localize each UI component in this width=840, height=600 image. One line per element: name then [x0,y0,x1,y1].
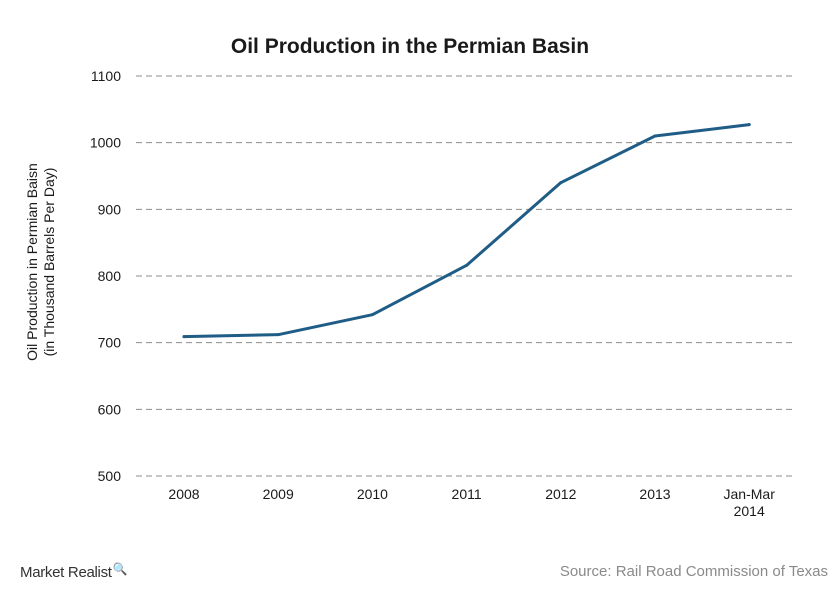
data-point [747,123,751,127]
magnifier-icon: 🔍 [112,562,128,576]
data-point [559,181,563,185]
source-note: Source: Rail Road Commission of Texas [559,563,828,580]
brand-name: Market Realist [20,564,112,581]
y-tick-label: 1100 [91,68,121,84]
series-group [182,123,751,339]
x-tick-label-line: 2008 [168,486,199,502]
data-point [653,134,657,138]
x-tick-label-line: 2010 [357,486,388,502]
x-tick-label-line: 2012 [545,486,576,502]
y-axis-ticks: 500 600 700 800 900 1000 1100 [90,68,121,484]
data-point [276,333,280,337]
y-axis-label: Oil Production in Permian Baisn (in Thou… [24,163,57,361]
x-tick-label: 2010 [357,486,388,502]
x-tick-label-line: 2009 [263,486,294,502]
x-tick-label-line: 2014 [734,503,765,519]
grid-lines [136,75,794,477]
series-line [182,123,751,339]
x-tick-label: 2009 [263,486,294,502]
x-tick-label: 2008 [168,486,199,502]
x-tick-label-line: 2013 [639,486,670,502]
x-tick-label: 2013 [639,486,670,502]
y-tick-label: 600 [98,401,122,417]
y-tick-label: 700 [98,335,122,351]
x-tick-label: 2012 [545,486,576,502]
brand-logo: Market Realist🔍 [20,562,128,581]
data-point [182,335,186,339]
y-axis-label-line-1: Oil Production in Permian Baisn [24,163,40,361]
data-point [465,263,469,267]
y-tick-label: 500 [98,468,122,484]
y-axis-label-line-2: (in Thousand Barrels Per Day) [41,168,57,357]
x-tick-label-line: Jan-Mar [724,486,776,502]
y-tick-label: 1000 [90,135,121,151]
chart-title: Oil Production in the Permian Basin [231,35,589,58]
y-tick-label: 800 [98,268,122,284]
y-tick-label: 900 [98,201,122,217]
x-tick-label-line: 2011 [452,486,482,502]
data-point [370,313,374,317]
x-tick-label: 2011 [452,486,482,502]
